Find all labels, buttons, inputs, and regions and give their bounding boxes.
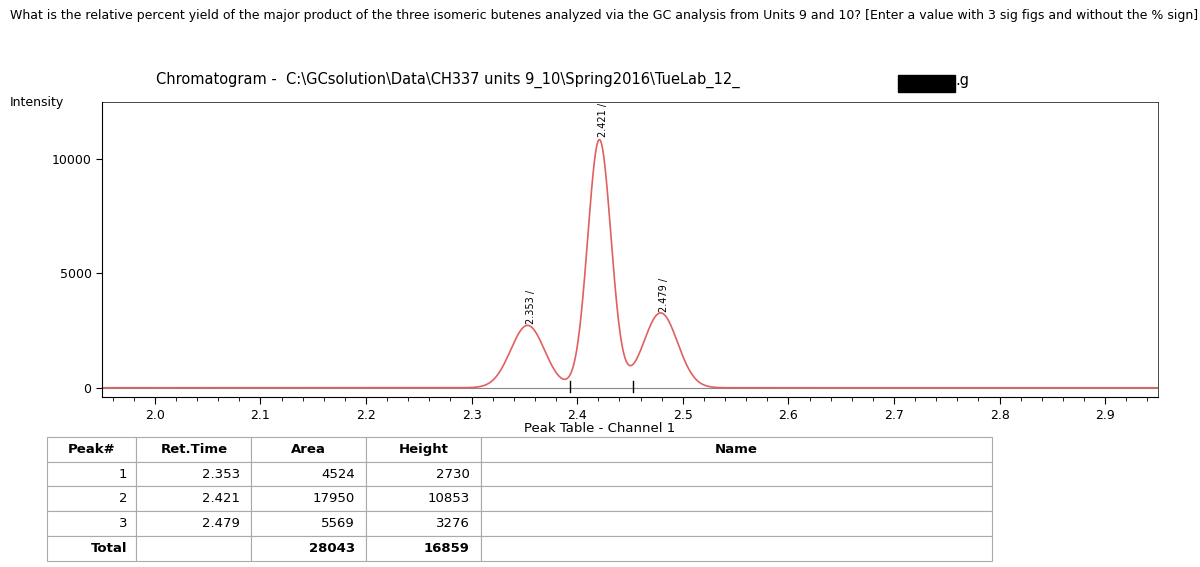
- Text: 2.421 /: 2.421 /: [598, 103, 607, 137]
- Text: 2.479 /: 2.479 /: [659, 278, 668, 312]
- Text: .g: .g: [955, 73, 970, 88]
- Text: Intensity: Intensity: [10, 96, 64, 109]
- Text: Chromatogram -  C:\GCsolution\Data\CH337 units 9_10\Spring2016\TueLab_12_: Chromatogram - C:\GCsolution\Data\CH337 …: [156, 71, 739, 88]
- Text: What is the relative percent yield of the major product of the three isomeric bu: What is the relative percent yield of th…: [10, 9, 1198, 22]
- Text: 2.353 /: 2.353 /: [526, 290, 535, 324]
- Text: Peak Table - Channel 1: Peak Table - Channel 1: [524, 422, 676, 435]
